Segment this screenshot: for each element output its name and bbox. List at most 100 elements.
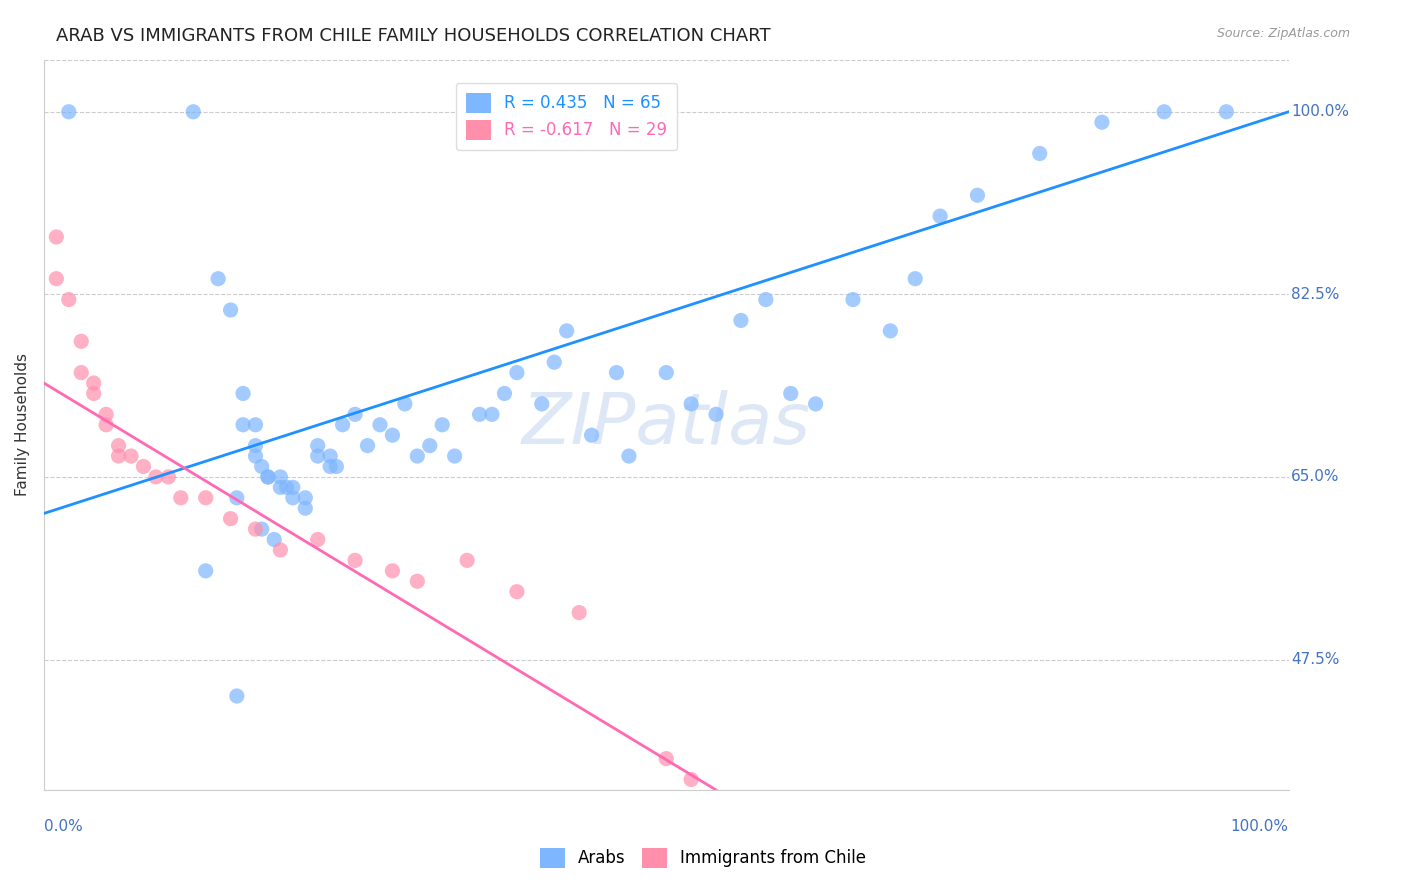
Point <box>506 366 529 380</box>
Point <box>568 606 591 620</box>
Point <box>94 407 117 421</box>
Point <box>494 386 516 401</box>
Point <box>381 428 404 442</box>
Point <box>779 386 801 401</box>
Point <box>581 428 603 442</box>
Point <box>245 522 267 536</box>
Point <box>655 751 678 765</box>
Point <box>269 470 291 484</box>
Point <box>755 293 778 307</box>
Point <box>381 564 404 578</box>
Point <box>107 449 129 463</box>
Point <box>319 449 342 463</box>
Point <box>307 449 329 463</box>
Text: Source: ZipAtlas.com: Source: ZipAtlas.com <box>1216 27 1350 40</box>
Point <box>419 439 441 453</box>
Point <box>530 397 553 411</box>
Point <box>83 386 105 401</box>
Point <box>617 449 640 463</box>
Point <box>681 772 703 787</box>
Point <box>232 417 254 432</box>
Point <box>319 459 342 474</box>
Legend: Arabs, Immigrants from Chile: Arabs, Immigrants from Chile <box>533 841 873 875</box>
Point <box>225 689 247 703</box>
Point <box>207 271 229 285</box>
Point <box>157 470 180 484</box>
Point <box>269 480 291 494</box>
Point <box>1153 104 1175 119</box>
Point <box>58 293 80 307</box>
Point <box>70 334 93 349</box>
Point <box>94 417 117 432</box>
Point <box>1028 146 1050 161</box>
Text: 0.0%: 0.0% <box>44 819 83 834</box>
Point <box>70 366 93 380</box>
Point <box>58 104 80 119</box>
Y-axis label: Family Households: Family Households <box>15 353 30 496</box>
Point <box>170 491 193 505</box>
Point <box>245 439 267 453</box>
Point <box>1215 104 1237 119</box>
Point <box>45 271 67 285</box>
Point <box>929 209 952 223</box>
Point <box>555 324 578 338</box>
Point <box>294 501 316 516</box>
Point <box>281 480 304 494</box>
Point <box>394 397 416 411</box>
Point <box>281 491 304 505</box>
Point <box>181 104 204 119</box>
Point <box>879 324 901 338</box>
Point <box>245 449 267 463</box>
Point <box>804 397 827 411</box>
Point <box>443 449 465 463</box>
Point <box>481 407 503 421</box>
Point <box>468 407 491 421</box>
Point <box>406 449 429 463</box>
Point <box>276 480 298 494</box>
Text: ARAB VS IMMIGRANTS FROM CHILE FAMILY HOUSEHOLDS CORRELATION CHART: ARAB VS IMMIGRANTS FROM CHILE FAMILY HOU… <box>56 27 770 45</box>
Point <box>83 376 105 390</box>
Text: ZIPatlas: ZIPatlas <box>522 391 811 459</box>
Point <box>225 491 247 505</box>
Point <box>294 491 316 505</box>
Text: 47.5%: 47.5% <box>1291 652 1340 667</box>
Point <box>257 470 280 484</box>
Point <box>325 459 347 474</box>
Point <box>704 407 727 421</box>
Point <box>194 564 217 578</box>
Point <box>506 584 529 599</box>
Text: 82.5%: 82.5% <box>1291 287 1340 301</box>
Point <box>356 439 378 453</box>
Point <box>842 293 865 307</box>
Text: 100.0%: 100.0% <box>1230 819 1289 834</box>
Point <box>966 188 988 202</box>
Point <box>368 417 391 432</box>
Point <box>219 511 242 525</box>
Text: 100.0%: 100.0% <box>1291 104 1350 120</box>
Point <box>307 533 329 547</box>
Point <box>344 553 367 567</box>
Point <box>307 439 329 453</box>
Point <box>681 397 703 411</box>
Point <box>904 271 927 285</box>
Point <box>219 303 242 318</box>
Point <box>245 417 267 432</box>
Point <box>406 574 429 589</box>
Point <box>432 417 454 432</box>
Point <box>344 407 367 421</box>
Point <box>250 459 273 474</box>
Point <box>132 459 155 474</box>
Point <box>45 230 67 244</box>
Point <box>332 417 354 432</box>
Text: 65.0%: 65.0% <box>1291 469 1340 484</box>
Point <box>107 439 129 453</box>
Point <box>232 386 254 401</box>
Point <box>269 543 291 558</box>
Point <box>194 491 217 505</box>
Point <box>543 355 565 369</box>
Point <box>1091 115 1114 129</box>
Point <box>655 366 678 380</box>
Legend: R = 0.435   N = 65, R = -0.617   N = 29: R = 0.435 N = 65, R = -0.617 N = 29 <box>456 83 678 150</box>
Point <box>250 522 273 536</box>
Point <box>605 366 627 380</box>
